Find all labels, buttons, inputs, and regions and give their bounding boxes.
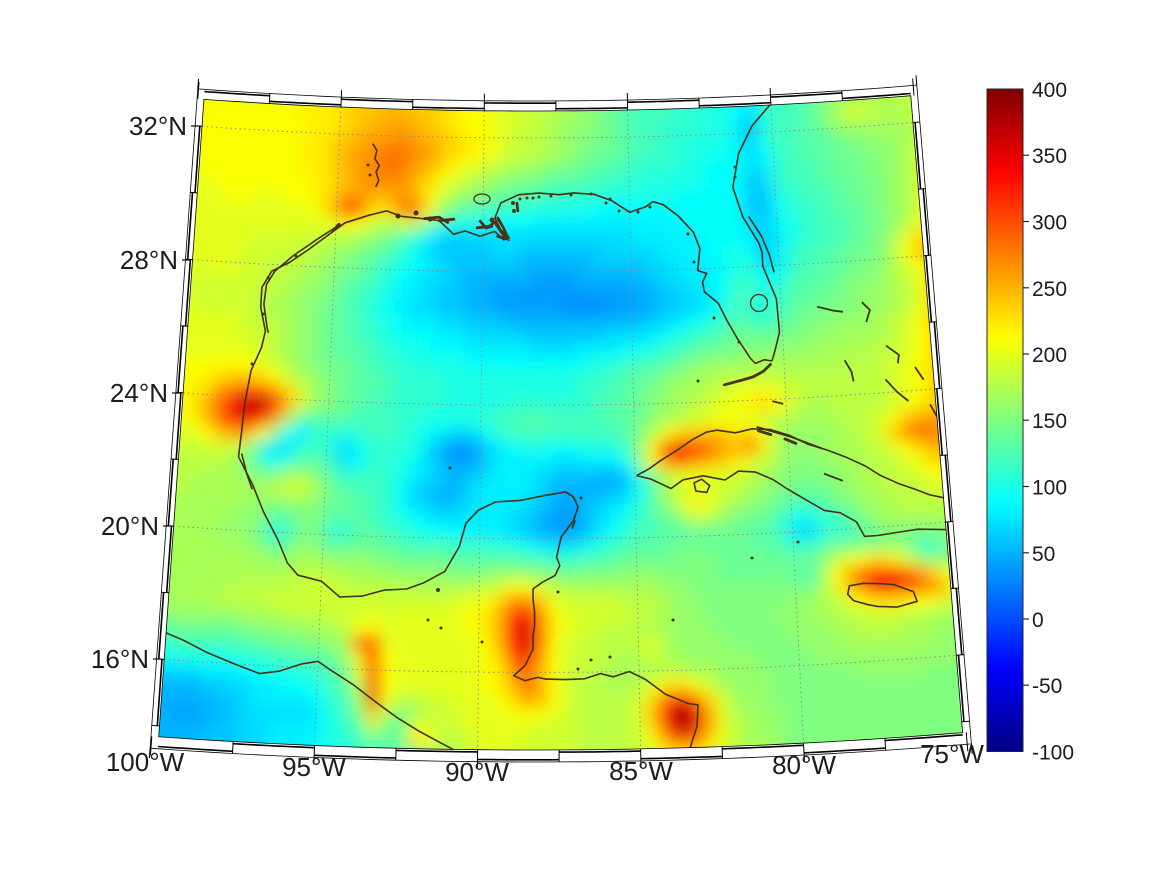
svg-text:50: 50 xyxy=(1032,543,1055,566)
svg-text:80°W: 80°W xyxy=(772,750,836,780)
svg-text:100°W: 100°W xyxy=(106,747,185,777)
svg-text:300: 300 xyxy=(1032,212,1067,235)
svg-text:-50: -50 xyxy=(1032,675,1062,698)
svg-text:350: 350 xyxy=(1032,145,1067,168)
svg-text:200: 200 xyxy=(1032,344,1067,367)
svg-text:400: 400 xyxy=(1032,79,1067,102)
svg-text:75°W: 75°W xyxy=(920,739,984,769)
svg-text:90°W: 90°W xyxy=(445,757,509,787)
svg-text:20°N: 20°N xyxy=(101,511,159,541)
svg-text:-100: -100 xyxy=(1032,742,1074,765)
svg-text:28°N: 28°N xyxy=(120,245,178,275)
svg-text:32°N: 32°N xyxy=(129,111,187,141)
svg-text:0: 0 xyxy=(1032,609,1044,632)
svg-text:150: 150 xyxy=(1032,410,1067,433)
svg-text:85°W: 85°W xyxy=(609,756,673,786)
svg-text:100: 100 xyxy=(1032,477,1067,500)
svg-text:250: 250 xyxy=(1032,278,1067,301)
svg-text:95°W: 95°W xyxy=(282,752,346,782)
svg-text:16°N: 16°N xyxy=(91,644,149,674)
svg-text:24°N: 24°N xyxy=(110,378,168,408)
